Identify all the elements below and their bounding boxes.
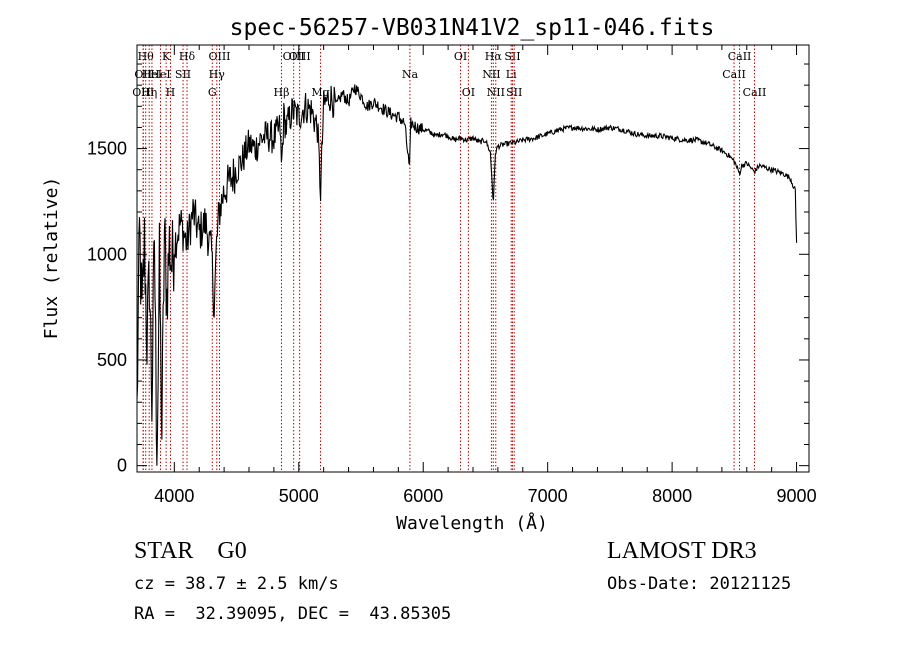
line-label: OIII — [208, 50, 230, 63]
line-label: Na — [402, 68, 419, 81]
line-label: SII — [175, 68, 191, 81]
line-label: Mg — [311, 86, 329, 99]
line-label: G — [208, 86, 217, 99]
line-label: CaII — [743, 86, 767, 99]
line-label: Li — [506, 68, 517, 81]
redshift-text: cz = 38.7 ± 2.5 km/s — [134, 574, 339, 594]
x-tick-label: 5000 — [279, 486, 319, 506]
line-label: H — [166, 86, 176, 99]
line-label: SII — [506, 86, 522, 99]
y-tick-label: 1000 — [87, 244, 127, 264]
line-label: OIII — [132, 86, 154, 99]
line-label: OI — [462, 86, 475, 99]
x-tick-label: 7000 — [528, 486, 568, 506]
y-axis-label: Flux (relative) — [41, 177, 62, 340]
line-label: K — [162, 50, 171, 63]
x-axis-label: Wavelength (Å) — [396, 512, 548, 534]
line-label: HeI — [142, 68, 162, 81]
line-label: Hα — [485, 50, 503, 63]
plot-frame — [136, 44, 810, 473]
line-label: NII — [487, 86, 505, 99]
line-label: OIII — [289, 50, 311, 63]
chart-title: spec-56257-VB031N41V2_sp11-046.fits — [230, 15, 715, 41]
x-tick-label: 8000 — [652, 486, 692, 506]
line-label: NII — [482, 68, 500, 81]
line-label: CaII — [728, 50, 752, 63]
emission-lines: OIIOIIIHθHηHeIHeIKHSIIHδGHγOIIIHβOIIIOII… — [132, 45, 766, 472]
x-tick-label: 9000 — [777, 486, 817, 506]
x-tick-label: 6000 — [403, 486, 443, 506]
y-tick-label: 1500 — [87, 139, 127, 159]
line-label: Hγ — [209, 68, 226, 81]
x-tick-label: 4000 — [154, 486, 194, 506]
line-label: HeI — [150, 68, 170, 81]
line-label: Hβ — [274, 86, 290, 99]
line-label: SII — [504, 50, 520, 63]
y-tick-label: 0 — [117, 456, 127, 476]
spectrum-line — [136, 84, 798, 466]
line-label: Hθ — [138, 50, 155, 63]
line-label: Hδ — [179, 50, 196, 63]
axes: 4000 5000 6000 7000 8000 9000 0 500 1000 1500 — [87, 45, 817, 506]
y-tick-label: 500 — [97, 350, 127, 370]
coordinates-text: RA = 32.39095, DEC = 43.85305 — [134, 604, 452, 624]
obs-date-text: Obs-Date: 20121125 — [607, 574, 792, 594]
line-label: Hη — [141, 86, 157, 99]
line-label: CaII — [722, 68, 746, 81]
object-class: STAR G0 — [134, 538, 247, 564]
line-label: OI — [454, 50, 467, 63]
catalog-name: LAMOST DR3 — [607, 538, 757, 564]
